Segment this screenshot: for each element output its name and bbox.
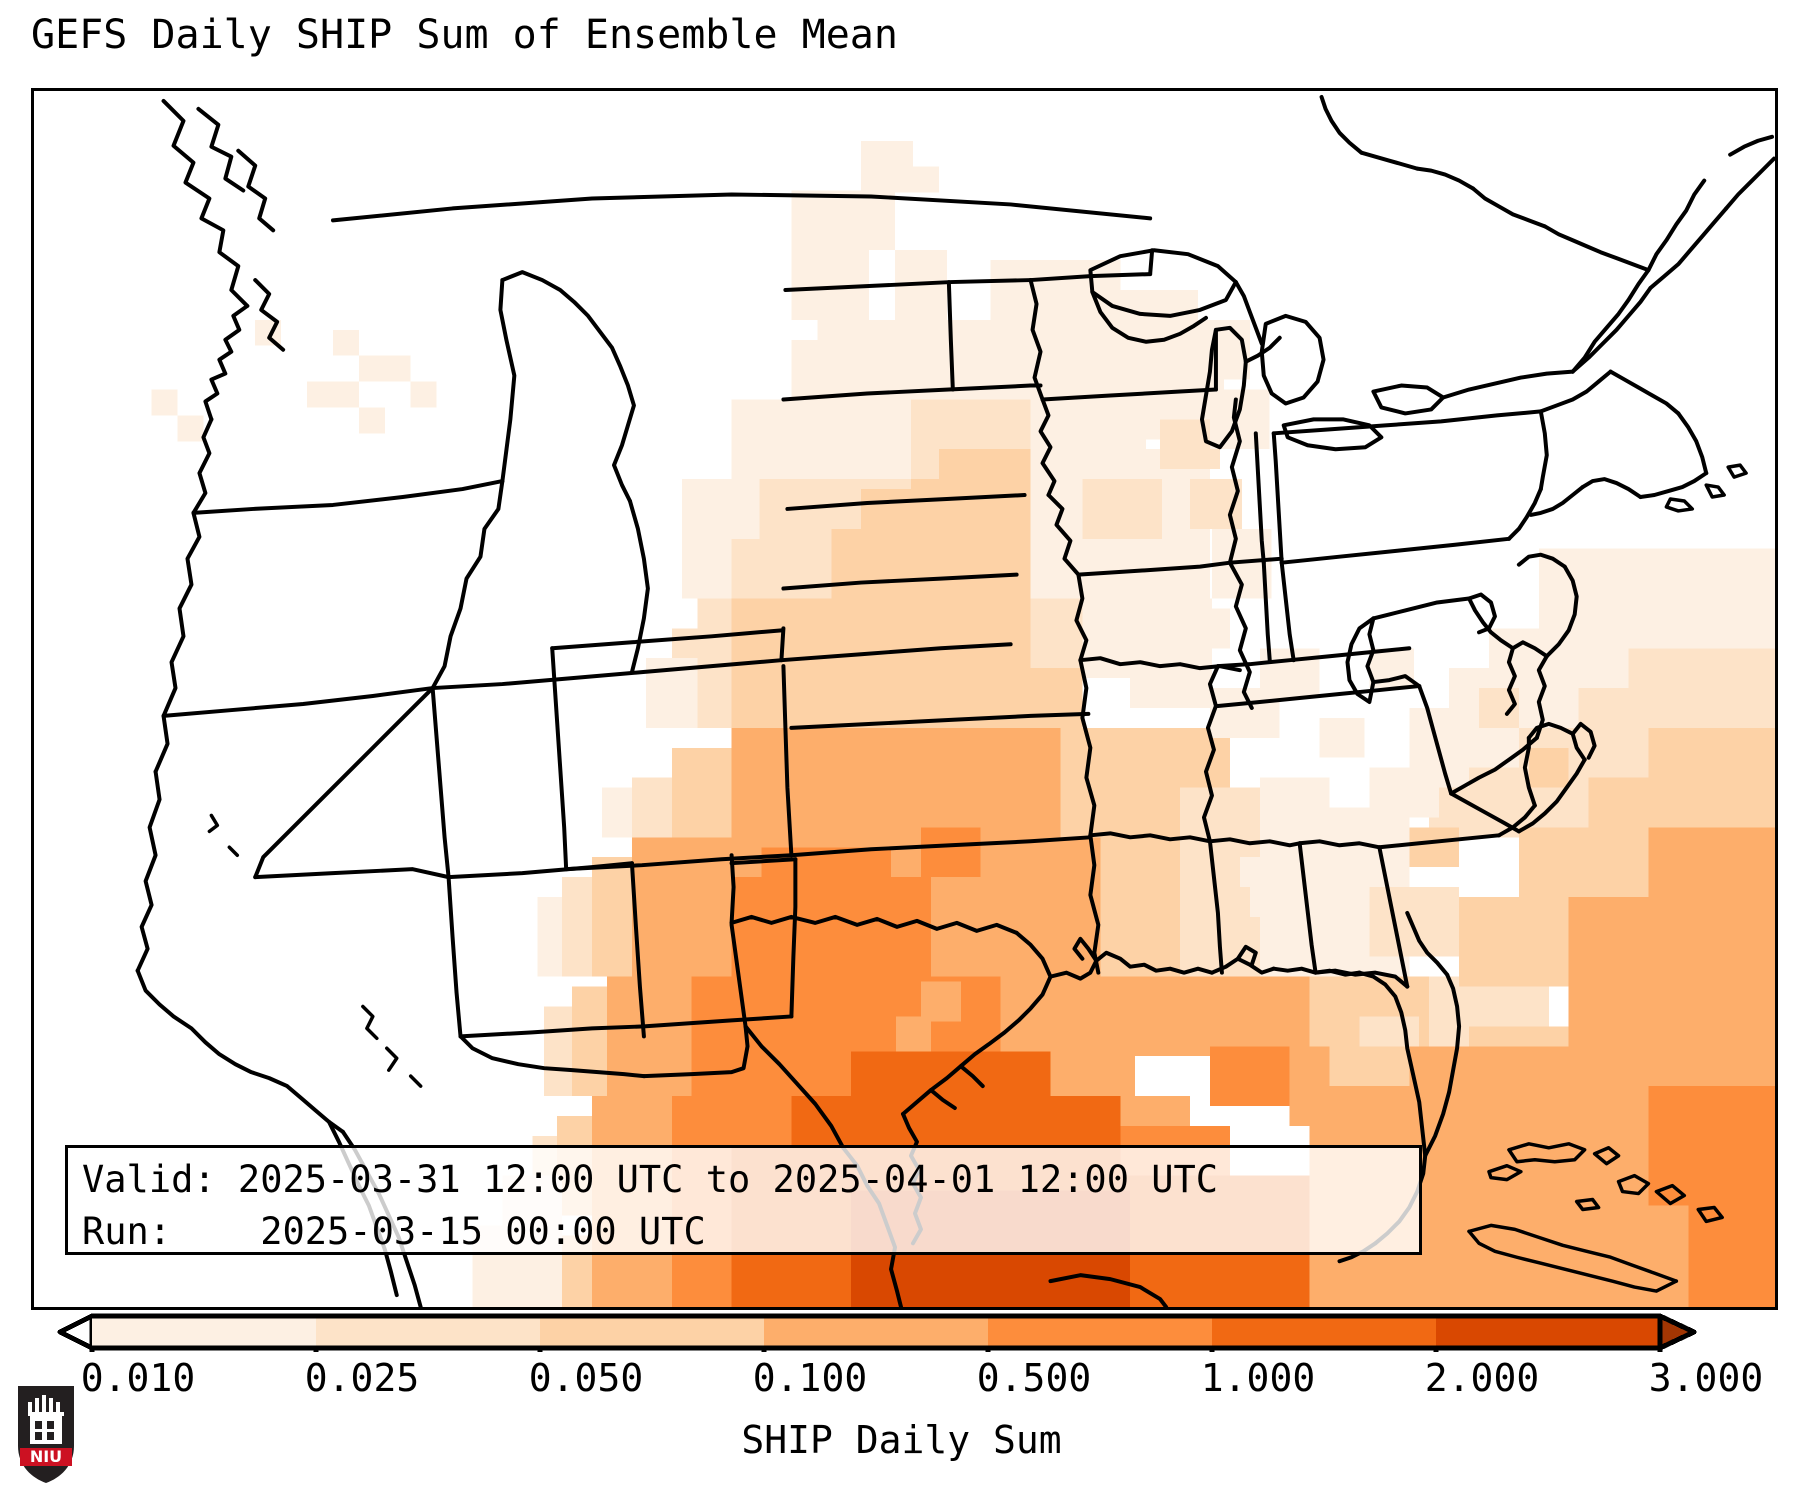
colorbar-band-0 [92, 1316, 316, 1348]
colorbar-under-arrow [57, 1313, 95, 1351]
colorbar-tick-label-1: 0.025 [304, 1356, 420, 1400]
map-canvas: .c0{fill:#ffffff} .c1{fill:#fdf0e3} .c2{… [34, 91, 1775, 1307]
colorbar-tick-label-2: 0.050 [528, 1356, 644, 1400]
colorbar-tick-label-5: 1.000 [1200, 1356, 1316, 1400]
colorbar-tick-label-6: 2.000 [1424, 1356, 1540, 1400]
castle-icon [28, 1395, 64, 1444]
run-time-line: Run: 2025-03-15 00:00 UTC [82, 1210, 706, 1253]
colorbar-band-3 [764, 1316, 988, 1348]
colorbar-tick-label-4: 0.500 [976, 1356, 1092, 1400]
map-plot-frame: .c0{fill:#ffffff} .c1{fill:#fdf0e3} .c2{… [31, 88, 1778, 1310]
map-linework [135, 94, 1775, 1307]
colorbar-band-2 [540, 1316, 764, 1348]
colorbar-band-5 [1212, 1316, 1436, 1348]
page-title: GEFS Daily SHIP Sum of Ensemble Mean [31, 12, 898, 58]
colorbar [0, 1312, 1803, 1352]
castle-windows [35, 1421, 54, 1440]
colorbar-tick-label-7: 3.000 [1648, 1356, 1764, 1400]
niu-banner-text: NIU [30, 1447, 62, 1466]
colorbar-tick-label-0: 0.010 [80, 1356, 196, 1400]
colorbar-band-6 [1436, 1316, 1660, 1348]
forecast-info-box: Valid: 2025-03-31 12:00 UTC to 2025-04-0… [65, 1145, 1422, 1255]
colorbar-tick-labels: 0.010 0.025 0.050 0.100 0.500 1.000 2.00… [0, 1348, 1803, 1408]
niu-logo: NIU [18, 1386, 74, 1483]
valid-time-line: Valid: 2025-03-31 12:00 UTC to 2025-04-0… [82, 1158, 1219, 1201]
colorbar-tick-label-3: 0.100 [752, 1356, 868, 1400]
colorbar-band-1 [316, 1316, 540, 1348]
colorbar-band-4 [988, 1316, 1212, 1348]
niu-banner [20, 1448, 72, 1466]
colorbar-svg [57, 1313, 1697, 1352]
colorbar-axis-label: SHIP Daily Sum [741, 1418, 1062, 1462]
colorbar-over-arrow [1657, 1313, 1697, 1351]
